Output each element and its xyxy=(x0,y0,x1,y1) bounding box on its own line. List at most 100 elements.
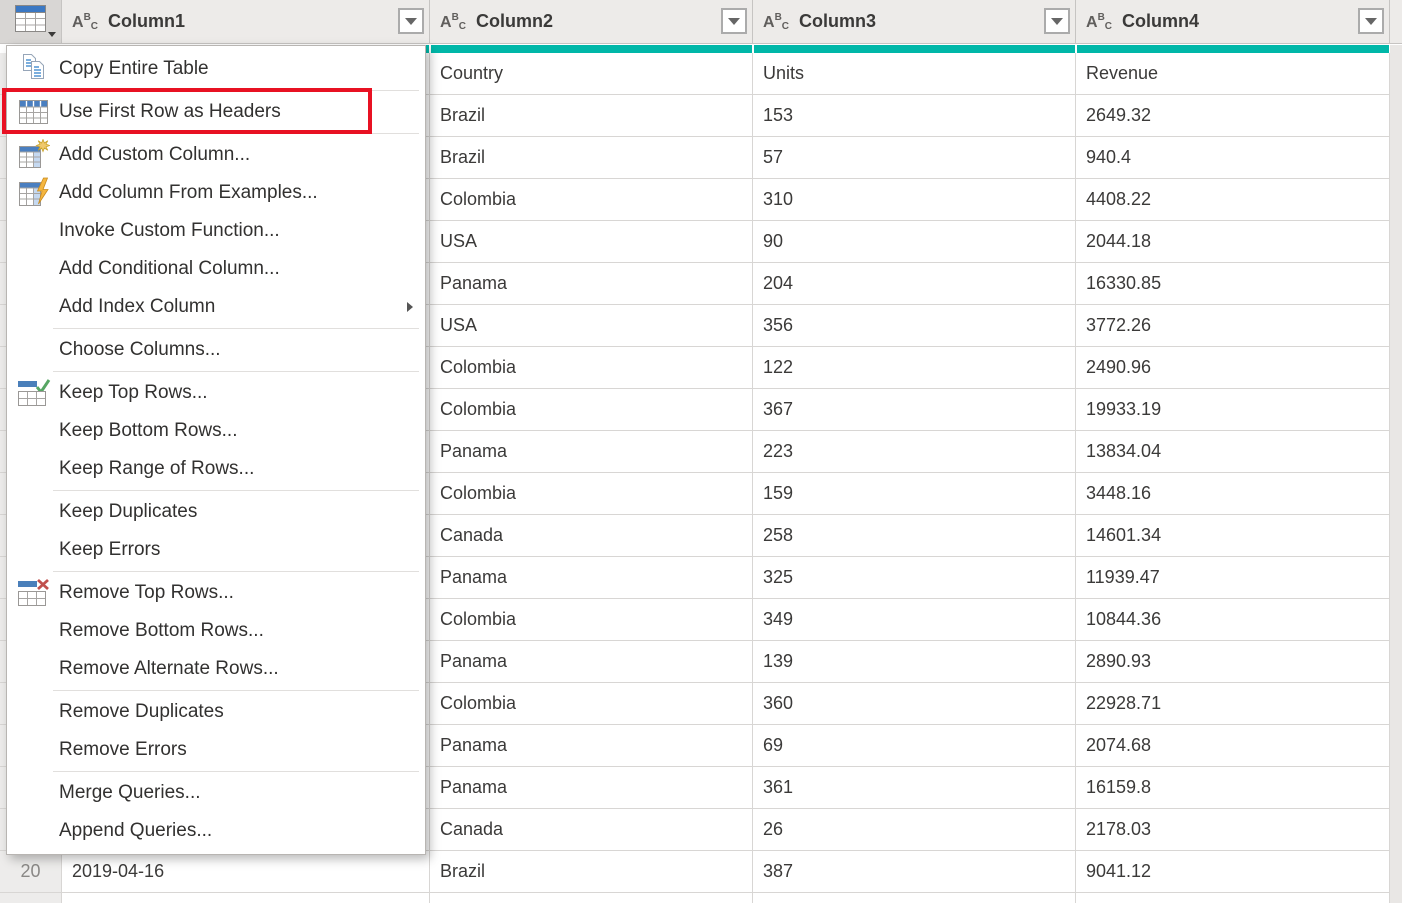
column-header-column3[interactable]: ABC Column3 xyxy=(753,0,1076,43)
menu-item-add-column-from-examples[interactable]: Add Column From Examples... xyxy=(7,174,425,212)
remove-top-rows-icon xyxy=(17,578,51,608)
cell-column2[interactable]: Panama xyxy=(430,767,753,809)
menu-item-keep-bottom-rows[interactable]: Keep Bottom Rows... xyxy=(7,412,425,450)
cell-column2[interactable]: Colombia xyxy=(430,389,753,431)
cell-column2[interactable]: USA xyxy=(430,221,753,263)
column-filter-button[interactable] xyxy=(1044,8,1070,34)
cell-column1[interactable]: 2019-04-16 xyxy=(62,851,430,893)
cell-column4[interactable]: Revenue xyxy=(1076,53,1390,95)
cell-column3[interactable]: 26 xyxy=(753,809,1076,851)
column-header-label: Column1 xyxy=(108,11,186,31)
cell-column3[interactable]: 57 xyxy=(753,137,1076,179)
cell-column2[interactable]: Canada xyxy=(430,515,753,557)
cell-column4[interactable]: 4408.22 xyxy=(1076,179,1390,221)
cell-column4[interactable]: 22928.71 xyxy=(1076,683,1390,725)
select-all-button[interactable] xyxy=(0,0,62,43)
cell-column4[interactable]: 940.4 xyxy=(1076,137,1390,179)
cell-column3[interactable]: 310 xyxy=(753,179,1076,221)
cell-column4[interactable]: 16330.85 xyxy=(1076,263,1390,305)
cell-column3[interactable]: 360 xyxy=(753,683,1076,725)
menu-item-keep-range-of-rows[interactable]: Keep Range of Rows... xyxy=(7,450,425,488)
menu-item-label: Add Column From Examples... xyxy=(59,182,318,203)
cell-column3[interactable]: 122 xyxy=(753,347,1076,389)
cell-column4[interactable]: 2044.18 xyxy=(1076,221,1390,263)
cell-column2[interactable]: Panama xyxy=(430,557,753,599)
cell-column3[interactable]: 258 xyxy=(753,515,1076,557)
menu-item-keep-duplicates[interactable]: Keep Duplicates xyxy=(7,493,425,531)
cell-column2[interactable]: Brazil xyxy=(430,137,753,179)
cell-column4[interactable]: 3448.16 xyxy=(1076,473,1390,515)
column-filter-button[interactable] xyxy=(398,8,424,34)
cell-column3[interactable]: 387 xyxy=(753,851,1076,893)
menu-item-keep-top-rows[interactable]: Keep Top Rows... xyxy=(7,374,425,412)
cell-column2[interactable]: Brazil xyxy=(430,95,753,137)
cell-column2[interactable]: Colombia xyxy=(430,347,753,389)
cell-column2[interactable]: Brazil xyxy=(430,851,753,893)
cell-column4[interactable]: 11939.47 xyxy=(1076,557,1390,599)
cell-column4[interactable]: 3772.26 xyxy=(1076,305,1390,347)
cell-column3[interactable]: 356 xyxy=(753,305,1076,347)
cell-column3[interactable]: Units xyxy=(753,53,1076,95)
menu-item-keep-errors[interactable]: Keep Errors xyxy=(7,531,425,569)
cell-column3[interactable]: 325 xyxy=(753,557,1076,599)
cell-column4[interactable]: 13834.04 xyxy=(1076,431,1390,473)
menu-item-remove-bottom-rows[interactable]: Remove Bottom Rows... xyxy=(7,612,425,650)
keep-top-rows-icon xyxy=(17,378,51,408)
cell-column3[interactable]: 153 xyxy=(753,95,1076,137)
menu-item-remove-top-rows[interactable]: Remove Top Rows... xyxy=(7,574,425,612)
cell-column2[interactable]: Colombia xyxy=(430,179,753,221)
menu-item-add-conditional-column[interactable]: Add Conditional Column... xyxy=(7,250,425,288)
menu-item-label: Append Queries... xyxy=(59,820,213,841)
column-header-column1[interactable]: ABC Column1 xyxy=(62,0,430,43)
cell-column2[interactable]: Panama xyxy=(430,725,753,767)
column-quality-bar xyxy=(754,45,1075,53)
cell-column3[interactable]: 159 xyxy=(753,473,1076,515)
cell-column2[interactable]: Colombia xyxy=(430,599,753,641)
cell-column4[interactable]: 2490.96 xyxy=(1076,347,1390,389)
column-filter-button[interactable] xyxy=(1358,8,1384,34)
cell-column3[interactable]: 69 xyxy=(753,725,1076,767)
menu-item-append-queries[interactable]: Append Queries... xyxy=(7,812,425,850)
row-number[interactable]: 20 xyxy=(0,851,62,893)
cell-column2[interactable]: Panama xyxy=(430,641,753,683)
menu-item-merge-queries[interactable]: Merge Queries... xyxy=(7,774,425,812)
column-quality-bar xyxy=(1077,45,1389,53)
cell-column2[interactable]: Colombia xyxy=(430,683,753,725)
cell-column3[interactable]: 361 xyxy=(753,767,1076,809)
cell-column4[interactable]: 2074.68 xyxy=(1076,725,1390,767)
menu-item-remove-duplicates[interactable]: Remove Duplicates xyxy=(7,693,425,731)
menu-item-add-custom-column[interactable]: Add Custom Column... xyxy=(7,136,425,174)
column-filter-button[interactable] xyxy=(721,8,747,34)
menu-item-remove-errors[interactable]: Remove Errors xyxy=(7,731,425,769)
menu-item-copy-entire-table[interactable]: Copy Entire Table xyxy=(7,50,425,88)
menu-item-add-index-column[interactable]: Add Index Column xyxy=(7,288,425,326)
cell-column2[interactable]: USA xyxy=(430,305,753,347)
menu-item-label: Keep Top Rows... xyxy=(59,382,208,403)
cell-column4[interactable]: 16159.8 xyxy=(1076,767,1390,809)
menu-item-remove-alternate-rows[interactable]: Remove Alternate Rows... xyxy=(7,650,425,688)
cell-column3[interactable]: 223 xyxy=(753,431,1076,473)
menu-item-invoke-custom-function[interactable]: Invoke Custom Function... xyxy=(7,212,425,250)
cell-column3[interactable]: 204 xyxy=(753,263,1076,305)
cell-column4[interactable]: 9041.12 xyxy=(1076,851,1390,893)
menu-item-choose-columns[interactable]: Choose Columns... xyxy=(7,331,425,369)
cell-column2[interactable]: Panama xyxy=(430,431,753,473)
cell-column4[interactable]: 19933.19 xyxy=(1076,389,1390,431)
cell-column2[interactable]: Colombia xyxy=(430,473,753,515)
cell-column3[interactable]: 367 xyxy=(753,389,1076,431)
cell-column2[interactable]: Panama xyxy=(430,263,753,305)
column-header-column2[interactable]: ABC Column2 xyxy=(430,0,753,43)
cell-column3[interactable]: 139 xyxy=(753,641,1076,683)
column-header-column4[interactable]: ABC Column4 xyxy=(1076,0,1390,43)
cell-column4[interactable]: 2890.93 xyxy=(1076,641,1390,683)
cell-column4[interactable]: 2649.32 xyxy=(1076,95,1390,137)
cell-column4[interactable]: 10844.36 xyxy=(1076,599,1390,641)
cell-column4[interactable]: 14601.34 xyxy=(1076,515,1390,557)
cell-column4[interactable]: 2178.03 xyxy=(1076,809,1390,851)
cell-column2[interactable]: Canada xyxy=(430,809,753,851)
cell-column3[interactable]: 90 xyxy=(753,221,1076,263)
menu-item-label: Add Index Column xyxy=(59,296,216,317)
cell-column3[interactable]: 349 xyxy=(753,599,1076,641)
menu-item-use-first-row-as-headers[interactable]: Use First Row as Headers xyxy=(7,93,425,131)
cell-column2[interactable]: Country xyxy=(430,53,753,95)
